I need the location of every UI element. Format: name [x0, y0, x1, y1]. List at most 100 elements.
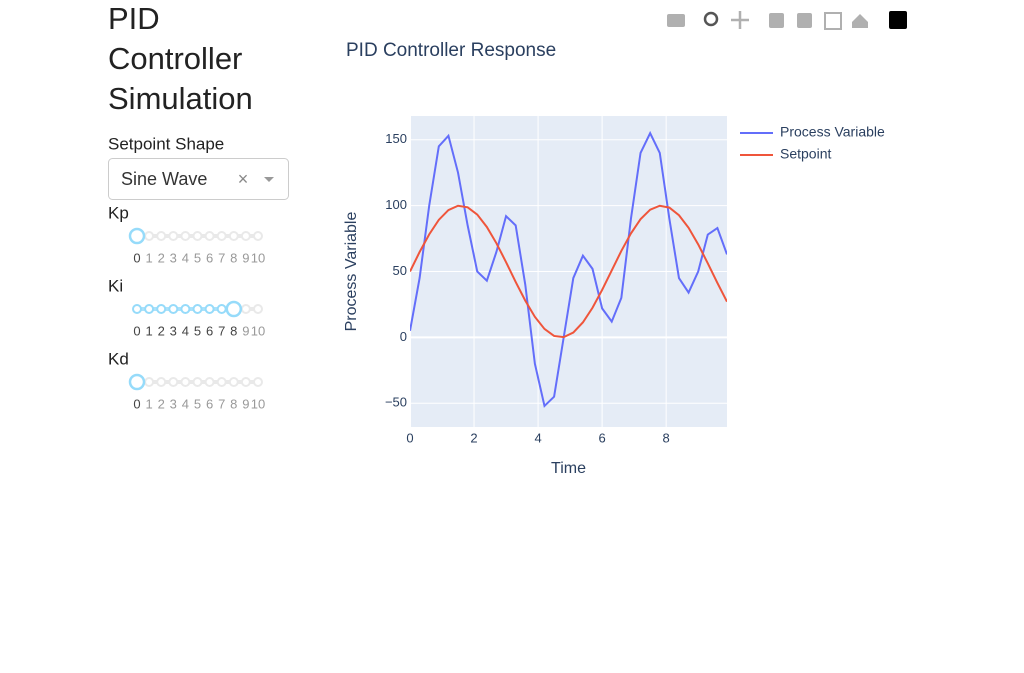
slider-dot	[240, 231, 251, 241]
dropdown-clear[interactable]: ×	[238, 169, 249, 189]
slider-mark-label: 9	[242, 396, 249, 411]
slider-mark-label: 2	[158, 323, 165, 338]
slider-dot	[253, 377, 263, 387]
slider-dot	[156, 377, 167, 387]
slider-mark-label: 3	[170, 396, 177, 411]
slider-dot	[253, 304, 263, 314]
zoom-in-icon[interactable]	[769, 13, 784, 28]
dropdown-label: Setpoint Shape	[108, 134, 224, 153]
pan-icon[interactable]	[731, 11, 749, 29]
slider-mark-label: 4	[182, 250, 189, 265]
slider-label: Ki	[108, 276, 123, 295]
slider-mark-label: 5	[194, 323, 201, 338]
reset-icon[interactable]	[852, 14, 868, 28]
app-title: Simulation	[108, 81, 253, 116]
plotly-logo[interactable]	[889, 11, 907, 29]
autoscale-icon[interactable]	[824, 12, 842, 30]
slider-dot	[216, 304, 227, 314]
slider-handle[interactable]	[128, 227, 146, 245]
slider-dot	[168, 377, 179, 387]
camera-icon[interactable]	[667, 14, 685, 27]
slider-mark-label: 4	[182, 323, 189, 338]
slider-mark-label: 7	[218, 396, 225, 411]
y-tick-label: 150	[385, 131, 407, 146]
slider-dot	[192, 304, 203, 314]
slider-mark-label: 6	[206, 250, 213, 265]
x-tick-label: 4	[534, 430, 541, 445]
line-series	[410, 130, 727, 408]
y-axis-label: Process Variable	[343, 212, 360, 332]
slider-dot	[156, 231, 167, 241]
slider-mark-label: 3	[170, 323, 177, 338]
slider-mark-label: 5	[194, 396, 201, 411]
line-series	[410, 204, 727, 339]
slider-mark-label: 7	[218, 323, 225, 338]
x-tick-label: 8	[663, 430, 670, 445]
slider-dot	[216, 231, 227, 241]
dropdown-arrow[interactable]	[264, 177, 274, 182]
zoom-icon[interactable]	[703, 11, 719, 27]
x-tick-label: 6	[599, 430, 606, 445]
x-tick-label: 2	[470, 430, 477, 445]
y-tick-label: 50	[393, 263, 407, 278]
y-tick-label: −50	[385, 395, 407, 410]
slider-mark-label: 9	[242, 250, 249, 265]
slider-mark-label: 1	[145, 250, 152, 265]
slider-dot	[144, 304, 155, 314]
legend-label[interactable]: Setpoint	[780, 146, 831, 162]
slider-dot	[168, 304, 179, 314]
slider-mark-label: 2	[158, 396, 165, 411]
legend-label[interactable]: Process Variable	[780, 124, 885, 140]
slider-mark-label: 0	[133, 323, 140, 338]
slider-dot	[216, 377, 227, 387]
slider-mark-label: 6	[206, 323, 213, 338]
slider-dot	[204, 377, 215, 387]
slider-dot	[253, 231, 263, 241]
slider-mark-label: 2	[158, 250, 165, 265]
slider-handle[interactable]	[225, 300, 243, 318]
slider-dot	[144, 377, 155, 387]
slider-dot	[144, 231, 155, 241]
slider-label: Kd	[108, 349, 129, 368]
slider-handle[interactable]	[128, 373, 146, 391]
modebar	[667, 11, 907, 30]
slider-mark-label: 10	[251, 250, 265, 265]
slider-mark-label: 0	[133, 250, 140, 265]
slider-dot	[132, 304, 142, 314]
x-tick-label: 0	[406, 430, 413, 445]
slider-dot	[180, 231, 191, 241]
slider-mark-label: 8	[230, 323, 237, 338]
app-title: PID	[108, 1, 160, 36]
slider-mark-label: 8	[230, 396, 237, 411]
app-title: Controller	[108, 41, 242, 76]
zoom-out-icon[interactable]	[797, 13, 812, 28]
slider-dot	[156, 304, 167, 314]
slider-mark-label: 10	[251, 396, 265, 411]
slider-dot	[192, 377, 203, 387]
slider-dot	[180, 377, 191, 387]
slider-dot	[240, 377, 251, 387]
slider-mark-label: 6	[206, 396, 213, 411]
slider-mark-label: 5	[194, 250, 201, 265]
slider-mark-label: 7	[218, 250, 225, 265]
slider-mark-label: 4	[182, 396, 189, 411]
slider-dot	[168, 231, 179, 241]
slider-dot	[180, 304, 191, 314]
slider-dot	[204, 304, 215, 314]
slider-dot	[204, 231, 215, 241]
slider-mark-label: 0	[133, 396, 140, 411]
slider-dot	[228, 377, 239, 387]
slider-label: Kp	[108, 203, 129, 222]
slider-mark-label: 8	[230, 250, 237, 265]
slider-mark-label: 1	[145, 396, 152, 411]
slider-mark-label: 1	[145, 323, 152, 338]
dropdown[interactable]	[108, 158, 289, 200]
dropdown-value[interactable]: Sine Wave	[121, 169, 207, 189]
x-axis-label: Time	[551, 460, 586, 477]
y-tick-label: 100	[385, 197, 407, 212]
slider-dot	[228, 231, 239, 241]
slider-mark-label: 10	[251, 323, 265, 338]
y-tick-label: 0	[400, 329, 407, 344]
slider-dot	[192, 231, 203, 241]
